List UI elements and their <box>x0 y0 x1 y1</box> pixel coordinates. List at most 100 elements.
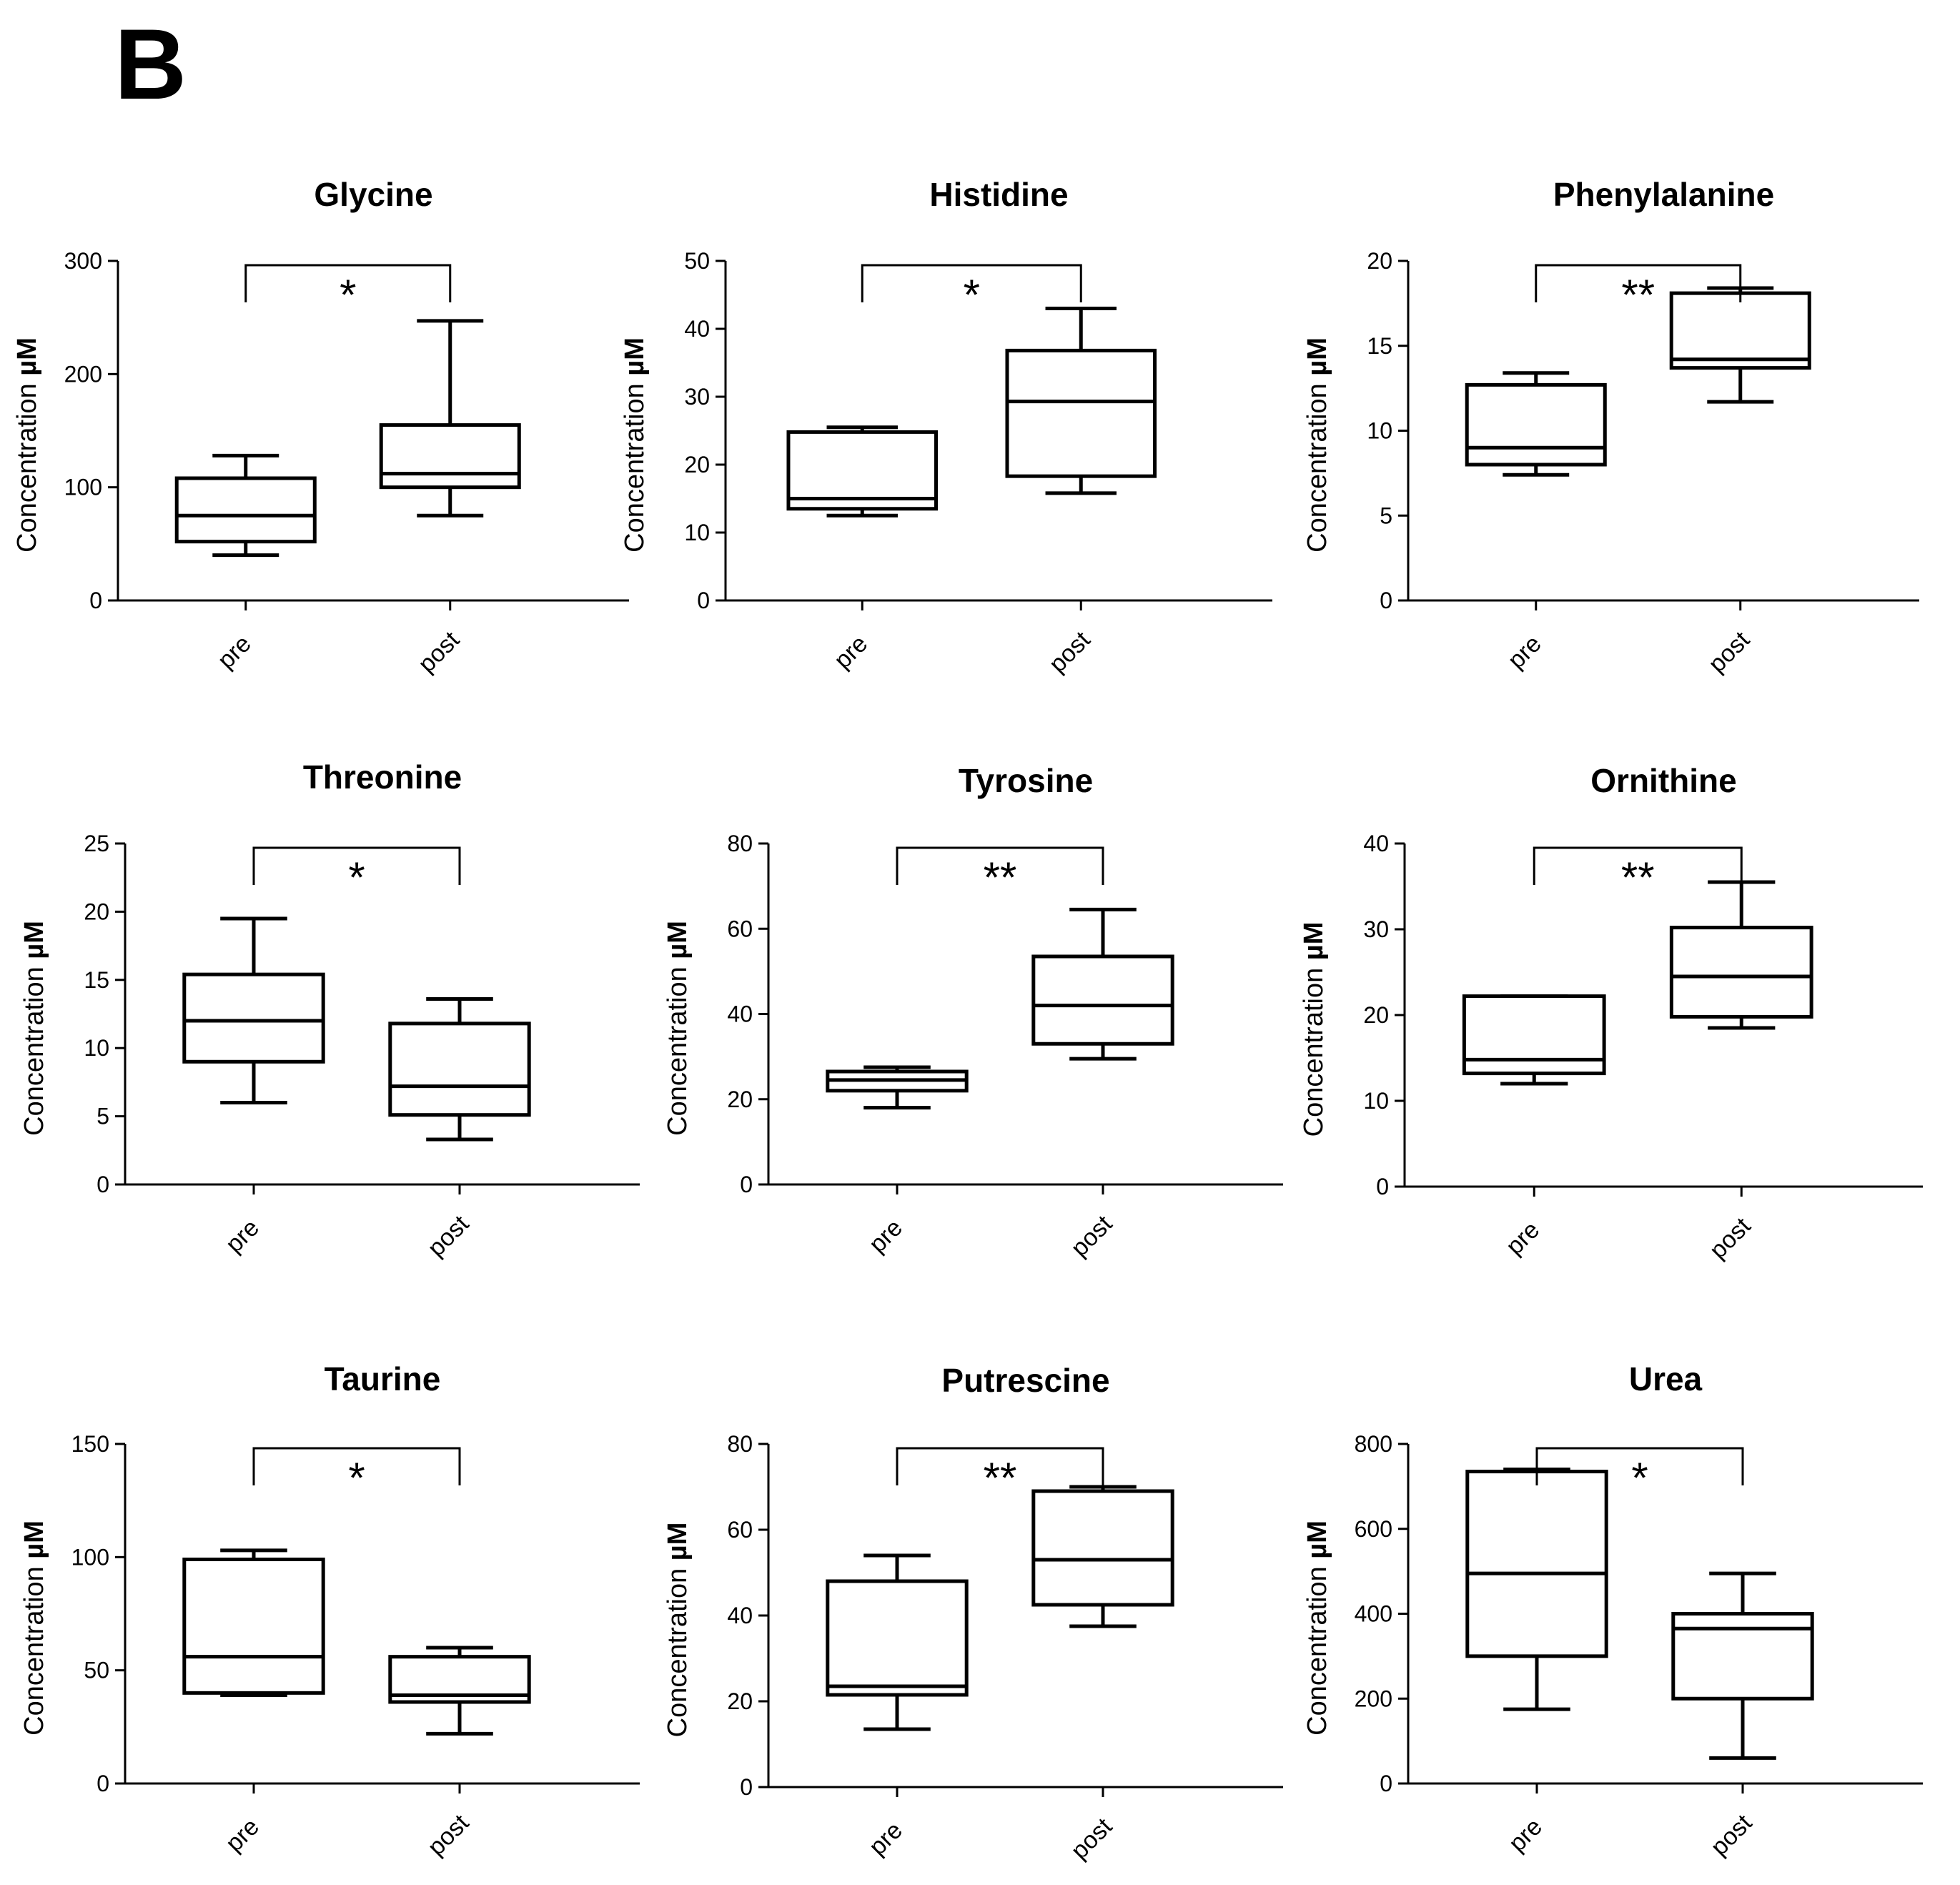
y-axis-label: Concentration µM <box>19 1520 49 1736</box>
significance-marker: * <box>348 1454 365 1502</box>
chart-tyrosine: Tyrosine 0 20 40 60 80 Concentration µM pre post… <box>663 762 1283 1262</box>
iqr-box <box>1465 382 1607 467</box>
y-tick-label: 50 <box>84 1658 109 1683</box>
chart-title: Histidine <box>929 176 1068 213</box>
iqr-box <box>1031 1489 1174 1607</box>
chart-title: Glycine <box>314 176 432 213</box>
significance-bracket <box>1533 846 1743 885</box>
box-post <box>1031 907 1174 1061</box>
y-axis-unit: µM <box>19 921 49 959</box>
significance-bracket <box>896 1447 1104 1485</box>
box-post <box>388 997 531 1142</box>
y-tick-label: 40 <box>1363 831 1389 856</box>
y-tick-label: 15 <box>1367 333 1392 359</box>
chart-title: Phenylalanine <box>1553 176 1774 213</box>
iqr-box <box>1462 994 1606 1076</box>
significance-marker: ** <box>1621 854 1655 901</box>
y-tick-label: 20 <box>727 1087 753 1112</box>
y-axis-unit: µM <box>663 921 693 959</box>
y-axis-label-text: Concentration <box>1299 960 1329 1137</box>
box-pre <box>174 453 317 558</box>
y-tick-label: 10 <box>84 1035 109 1061</box>
x-tick-label: post <box>1704 1212 1756 1265</box>
y-tick-label: 100 <box>71 1544 109 1570</box>
significance-marker: ** <box>1621 271 1655 319</box>
iqr-box <box>182 1558 325 1695</box>
x-tick-label: post <box>422 1210 475 1262</box>
iqr-box <box>379 423 521 490</box>
y-tick-label: 20 <box>727 1688 753 1714</box>
y-axis-label: Concentration µM <box>19 921 49 1136</box>
chart-title: Urea <box>1629 1360 1703 1397</box>
chart-title: Ornithine <box>1590 762 1736 799</box>
box-pre <box>1465 1468 1608 1711</box>
y-axis-unit: µM <box>1302 337 1332 376</box>
iqr-box <box>1005 348 1157 478</box>
chart-histidine: Histidine 0 10 20 30 40 50 Concentration µM pre p… <box>620 176 1272 678</box>
significance-bracket <box>1535 264 1742 302</box>
y-axis-label-text: Concentration <box>19 1559 49 1736</box>
significance-bracket <box>1535 1447 1744 1485</box>
x-tick-label: pre <box>1501 1216 1545 1260</box>
x-tick-label: post <box>413 626 465 678</box>
x-tick-label: post <box>1703 626 1756 678</box>
y-tick-label: 80 <box>727 1431 753 1457</box>
box-post <box>1669 286 1811 404</box>
x-tick-label: post <box>1044 626 1096 678</box>
significance-marker: ** <box>984 1454 1017 1502</box>
box-pre <box>182 916 325 1105</box>
y-tick-label: 10 <box>1363 1088 1389 1114</box>
box-post <box>1031 1485 1174 1628</box>
y-tick-label: 0 <box>1380 588 1392 613</box>
chart-urea: Urea 0 200 400 600 800 Concentration µM pre post… <box>1302 1360 1923 1861</box>
y-axis-unit: µM <box>1299 922 1329 961</box>
chart-glycine: Glycine 0 100 200 300 Concentration µM pre post… <box>12 176 629 678</box>
chart-title: Putrescine <box>941 1362 1109 1399</box>
chart-phenylalanine: Phenylalanine 0 5 10 15 20 Concentration µM pre… <box>1302 176 1919 678</box>
iqr-box <box>1671 1612 1814 1701</box>
x-tick-label: pre <box>220 1813 264 1857</box>
box-pre <box>1462 994 1606 1086</box>
y-tick-label: 600 <box>1355 1516 1392 1542</box>
y-axis-label: Concentration µM <box>663 1523 693 1738</box>
x-tick-label: pre <box>863 1214 908 1258</box>
x-tick-label: post <box>422 1809 475 1861</box>
box-pre <box>786 425 939 518</box>
box-pre <box>1465 371 1607 477</box>
y-tick-label: 0 <box>697 588 710 613</box>
y-tick-label: 50 <box>684 248 710 274</box>
x-tick-label: pre <box>863 1816 908 1861</box>
y-tick-label: 100 <box>64 475 102 500</box>
y-axis-unit: µM <box>19 1520 49 1559</box>
chart-threonine: Threonine 0 5 10 15 20 25 Concentration µM pre po… <box>19 758 640 1262</box>
y-tick-label: 200 <box>1355 1686 1392 1711</box>
significance-bracket <box>861 264 1082 302</box>
iqr-box <box>826 1579 969 1697</box>
y-tick-label: 400 <box>1355 1601 1392 1627</box>
y-tick-label: 30 <box>684 384 710 410</box>
iqr-box <box>786 430 939 511</box>
box-post <box>388 1646 531 1736</box>
chart-title: Threonine <box>303 758 462 796</box>
y-tick-label: 20 <box>84 899 109 924</box>
y-axis-label-text: Concentration <box>620 376 650 553</box>
y-axis-label-text: Concentration <box>12 376 42 553</box>
figure-panel-label: B <box>114 8 187 120</box>
y-axis-label: Concentration µM <box>1299 922 1329 1137</box>
box-pre <box>182 1548 325 1697</box>
y-tick-label: 200 <box>64 361 102 387</box>
chart-taurine: Taurine 0 50 100 150 Concentration µM pre post * <box>19 1360 640 1861</box>
y-tick-label: 0 <box>96 1771 109 1796</box>
y-axis-unit: µM <box>12 337 42 376</box>
y-tick-label: 0 <box>89 588 102 613</box>
y-tick-label: 5 <box>1380 503 1392 528</box>
significance-bracket <box>244 264 452 302</box>
y-axis-label-text: Concentration <box>663 1560 693 1737</box>
significance-marker: * <box>964 271 980 319</box>
y-tick-label: 800 <box>1355 1431 1392 1457</box>
y-tick-label: 40 <box>727 1603 753 1628</box>
significance-marker: * <box>348 854 365 901</box>
y-axis-label-text: Concentration <box>1302 1559 1332 1736</box>
significance-bracket <box>252 1447 461 1485</box>
